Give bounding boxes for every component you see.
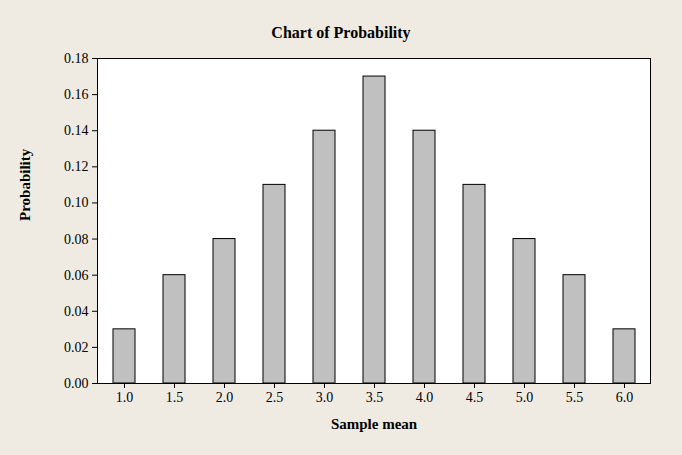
svg-text:0.10: 0.10 — [64, 195, 89, 210]
svg-text:0.00: 0.00 — [64, 376, 89, 391]
svg-text:0.12: 0.12 — [64, 159, 89, 174]
svg-text:0.06: 0.06 — [64, 268, 89, 283]
svg-text:2.5: 2.5 — [266, 390, 284, 405]
svg-text:0.16: 0.16 — [64, 87, 89, 102]
svg-text:3.0: 3.0 — [316, 390, 334, 405]
svg-text:1.0: 1.0 — [116, 390, 134, 405]
svg-text:5.5: 5.5 — [566, 390, 584, 405]
svg-text:4.0: 4.0 — [416, 390, 434, 405]
svg-text:6.0: 6.0 — [616, 390, 634, 405]
svg-text:2.0: 2.0 — [216, 390, 234, 405]
svg-text:0.18: 0.18 — [64, 51, 89, 66]
svg-text:4.5: 4.5 — [466, 390, 484, 405]
svg-text:1.5: 1.5 — [166, 390, 184, 405]
svg-text:0.04: 0.04 — [64, 304, 89, 319]
svg-text:Sample mean: Sample mean — [331, 416, 418, 432]
svg-text:Probability: Probability — [17, 148, 33, 221]
svg-text:5.0: 5.0 — [516, 390, 534, 405]
svg-text:0.08: 0.08 — [64, 232, 89, 247]
svg-text:3.5: 3.5 — [366, 390, 384, 405]
svg-text:0.02: 0.02 — [64, 340, 89, 355]
svg-text:0.14: 0.14 — [64, 123, 89, 138]
html-text:Chart of Probability: Chart of Probability — [271, 24, 411, 41]
